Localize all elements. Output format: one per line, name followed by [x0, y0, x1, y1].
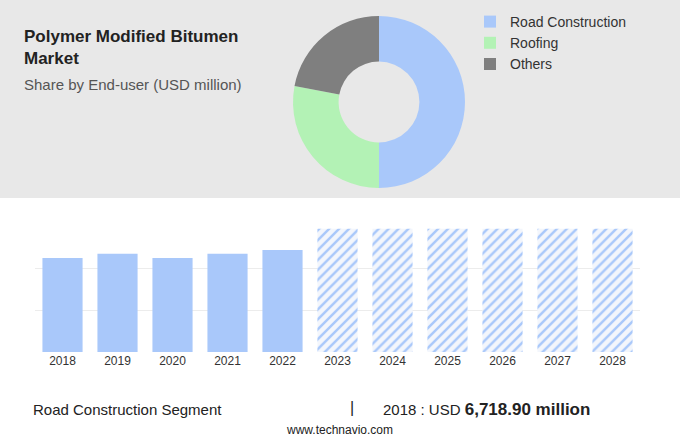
html-text:Share by End-user (USD million: Share by End-user (USD million) — [24, 76, 242, 93]
svg-text:2026: 2026 — [489, 354, 516, 368]
svg-text:Road Construction: Road Construction — [510, 14, 626, 30]
svg-text:2024: 2024 — [379, 354, 406, 368]
svg-text:2021: 2021 — [214, 354, 241, 368]
svg-text:2020: 2020 — [159, 354, 186, 368]
svg-text:2023: 2023 — [324, 354, 351, 368]
svg-text:2022: 2022 — [269, 354, 296, 368]
svg-text:2025: 2025 — [434, 354, 461, 368]
svg-text:2018: 2018 — [49, 354, 76, 368]
svg-text:Others: Others — [510, 56, 552, 72]
svg-text:Roofing: Roofing — [510, 35, 558, 51]
html-text:Polymer Modified Bitumen Marke: Polymer Modified Bitumen Market — [24, 27, 239, 68]
html-text:2018 : USD 6,718.90 million: 2018 : USD 6,718.90 million — [383, 400, 591, 419]
html-text:www.technavio.com: www.technavio.com — [287, 423, 393, 437]
svg-text:2019: 2019 — [104, 354, 131, 368]
svg-text:2027: 2027 — [544, 354, 571, 368]
html-text:Road Construction Segment: Road Construction Segment — [33, 401, 222, 418]
svg-text:2028: 2028 — [599, 354, 626, 368]
